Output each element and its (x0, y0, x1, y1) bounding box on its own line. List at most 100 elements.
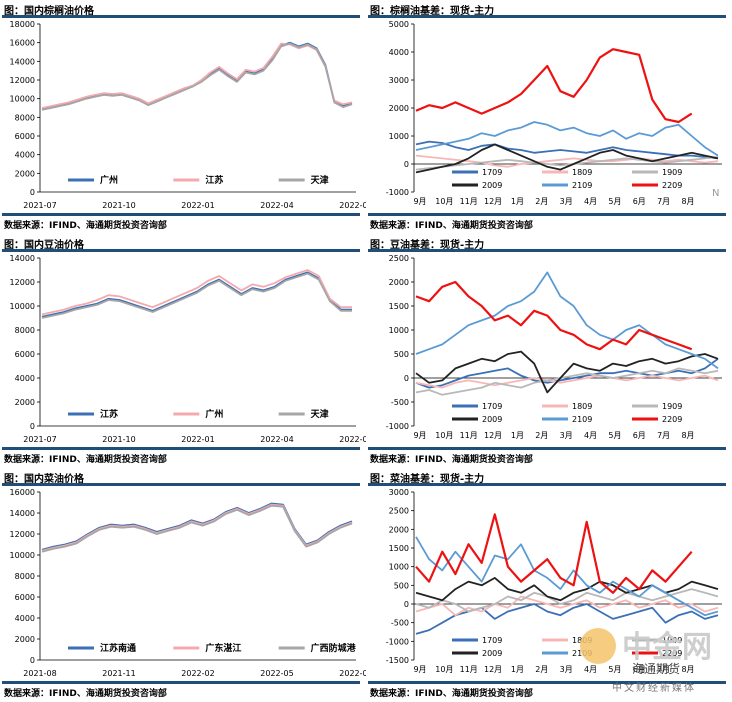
y-tick-label: 16000 (10, 39, 35, 48)
y-tick-label: 12000 (10, 278, 35, 287)
x-tick-label: 2022-08 (339, 669, 366, 678)
y-tick-label: 12000 (10, 76, 35, 85)
x-tick-label: 2021-08 (23, 669, 56, 678)
legend-label: 1909 (662, 402, 682, 411)
legend-label: 江苏南通 (100, 642, 136, 654)
series-line-2009 (415, 577, 719, 602)
x-tick-label: 4月 (584, 431, 597, 440)
x-tick-label: 2021-07 (23, 201, 56, 210)
y-tick-label: 16000 (10, 488, 35, 497)
chart-svg: 0 2000 4000 6000 8000 10000 12000 14000 16000 180… (2, 15, 366, 216)
legend-label: 1709 (482, 402, 502, 411)
y-tick-label: 0 (30, 656, 35, 665)
y-tick-label: 12000 (10, 530, 35, 539)
y-tick-label: 1500 (389, 302, 409, 311)
y-tick-label: 8000 (15, 326, 35, 335)
legend-label: 2109 (572, 181, 592, 190)
series-line-江苏 (41, 42, 353, 109)
series-line-1909 (415, 588, 719, 613)
source-note: 数据来源：IFIND、海通期货投资咨询部 (4, 221, 167, 231)
y-tick-label: -500 (391, 398, 409, 407)
chart-title: 图：菜油基差：现货-主力 (370, 474, 485, 485)
series-line-2109 (415, 121, 719, 157)
y-tick-label: 1000 (389, 563, 409, 572)
x-tick-label: 2022-07 (339, 201, 366, 210)
chart-title: 图：国内棕榈油价格 (4, 6, 94, 17)
x-tick-label: 2月 (535, 197, 548, 206)
x-tick-label: 1月 (511, 665, 524, 674)
series-line-1809 (415, 595, 719, 617)
series-line-2009 (415, 143, 719, 174)
y-tick-label: 2000 (15, 169, 35, 178)
series-line-1809 (415, 374, 719, 389)
x-tick-label: 9月 (413, 431, 426, 440)
legend-label: 2009 (482, 181, 502, 190)
title-rule (368, 249, 726, 252)
x-tick-label: 10月 (435, 431, 453, 440)
x-tick-label: 2022-07 (339, 435, 366, 444)
y-tick-label: 3000 (389, 76, 409, 85)
y-tick-label: -1500 (386, 656, 409, 665)
x-tick-label: 6月 (633, 431, 646, 440)
source-note: 数据来源：IFIND、海通期货投资咨询部 (4, 455, 167, 465)
legend-label: 1909 (662, 168, 682, 177)
series-line-广西防城港 (41, 504, 353, 553)
x-tick-label: 2021-10 (102, 435, 135, 444)
x-tick-label: 8月 (681, 197, 694, 206)
y-tick-label: 14000 (10, 57, 35, 66)
source-note: 数据来源：IFIND、海通期货投资咨询部 (370, 455, 533, 465)
y-tick-label: 2500 (389, 254, 409, 263)
x-tick-label: 11月 (460, 431, 478, 440)
series-line-1909 (415, 156, 719, 171)
x-tick-label: 7月 (657, 197, 670, 206)
title-rule (2, 483, 360, 486)
series-line-2109 (415, 536, 719, 617)
series-line-1709 (415, 603, 719, 635)
x-tick-label: 7月 (657, 665, 670, 674)
x-tick-label: 2022-02 (181, 669, 214, 678)
y-tick-label: 1500 (389, 544, 409, 553)
series-line-江苏南通 (41, 502, 353, 551)
y-tick-label: 10000 (10, 551, 35, 560)
x-tick-label: 7月 (657, 431, 670, 440)
x-tick-label: 6月 (633, 197, 646, 206)
y-tick-label: 6000 (15, 132, 35, 141)
x-tick-label: 6月 (633, 665, 646, 674)
y-tick-label: 0 (404, 160, 409, 169)
title-rule (368, 483, 726, 486)
source-note: 数据来源：IFIND、海通期货投资咨询部 (370, 689, 533, 699)
legend-label: 1709 (482, 636, 502, 645)
series-line-天津 (41, 42, 353, 111)
chart-svg: -1000 -500 0 500 1000 1500 2000 2500 9月 10月 11月 12月… (368, 249, 726, 450)
y-tick-label: 1000 (389, 326, 409, 335)
series-line-2109 (415, 271, 719, 370)
x-tick-label: 12月 (484, 665, 502, 674)
y-tick-label: 0 (404, 374, 409, 383)
y-tick-label: -1000 (386, 188, 409, 197)
y-tick-label: -500 (391, 619, 409, 628)
y-tick-label: -1000 (386, 637, 409, 646)
watermark-mark: N (712, 188, 720, 199)
series-line-天津 (41, 272, 352, 319)
x-tick-label: 12月 (484, 431, 502, 440)
legend-label: 天津 (311, 174, 329, 186)
chart-title: 图：棕榈油基差：现货-主力 (370, 6, 495, 17)
chart-title: 图：豆油基差：现货-主力 (370, 240, 485, 251)
x-tick-label: 9月 (413, 197, 426, 206)
x-tick-label: 2022-04 (260, 435, 293, 444)
x-tick-label: 2022-01 (181, 435, 214, 444)
y-tick-label: 2000 (15, 398, 35, 407)
x-tick-label: 3月 (560, 431, 573, 440)
y-tick-label: 8000 (15, 572, 35, 581)
y-tick-label: 14000 (10, 254, 35, 263)
legend-label: 天津 (311, 408, 329, 420)
legend-label: 2209 (662, 415, 682, 424)
series-line-广东湛江 (41, 503, 353, 552)
x-tick-label: 2022-05 (260, 669, 293, 678)
x-tick-label: 2022-01 (181, 201, 214, 210)
y-tick-label: 6000 (15, 350, 35, 359)
chart-panel-soy-basis: 图：豆油基差：现货-主力 -1000 -500 0 500 1000 1500 2000 250… (366, 234, 732, 468)
y-tick-label: 2500 (389, 507, 409, 516)
source-note: 数据来源：IFIND、海通期货投资咨询部 (4, 689, 167, 699)
x-tick-label: 2021-07 (23, 435, 56, 444)
